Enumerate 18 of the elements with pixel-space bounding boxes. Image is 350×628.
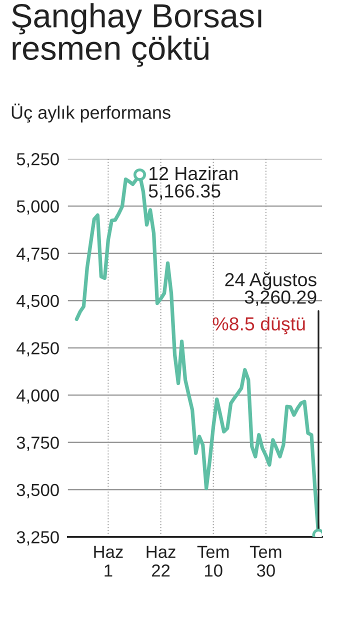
y-tick-label: 3,250	[16, 531, 59, 546]
chart-title: Şanghay Borsası resmen çöktü	[12, 3, 262, 67]
y-tick-label: 3,500	[16, 484, 59, 498]
y-tick-label: 5,250	[16, 153, 59, 168]
y-tick-label: 5,000	[16, 200, 59, 215]
x-tick-label: Tem 10	[197, 546, 229, 577]
y-tick-label: 4,750	[16, 248, 59, 262]
annotation: 12 Haziran 5,166.35	[148, 166, 238, 200]
annotation: 24 Ağustos 3,260.29	[225, 272, 316, 306]
x-tick-label: Haz 22	[146, 546, 176, 577]
x-tick-label: Tem 30	[250, 546, 282, 577]
annotation: %8.5 düştü	[212, 316, 305, 334]
chart-subtitle: Üç aylık performans	[12, 104, 170, 123]
y-tick-label: 3,750	[16, 436, 59, 451]
x-tick-label: Haz 1	[94, 546, 123, 577]
y-tick-label: 4,000	[16, 389, 59, 404]
y-tick-label: 4,500	[16, 294, 59, 310]
y-tick-label: 4,250	[16, 342, 59, 356]
